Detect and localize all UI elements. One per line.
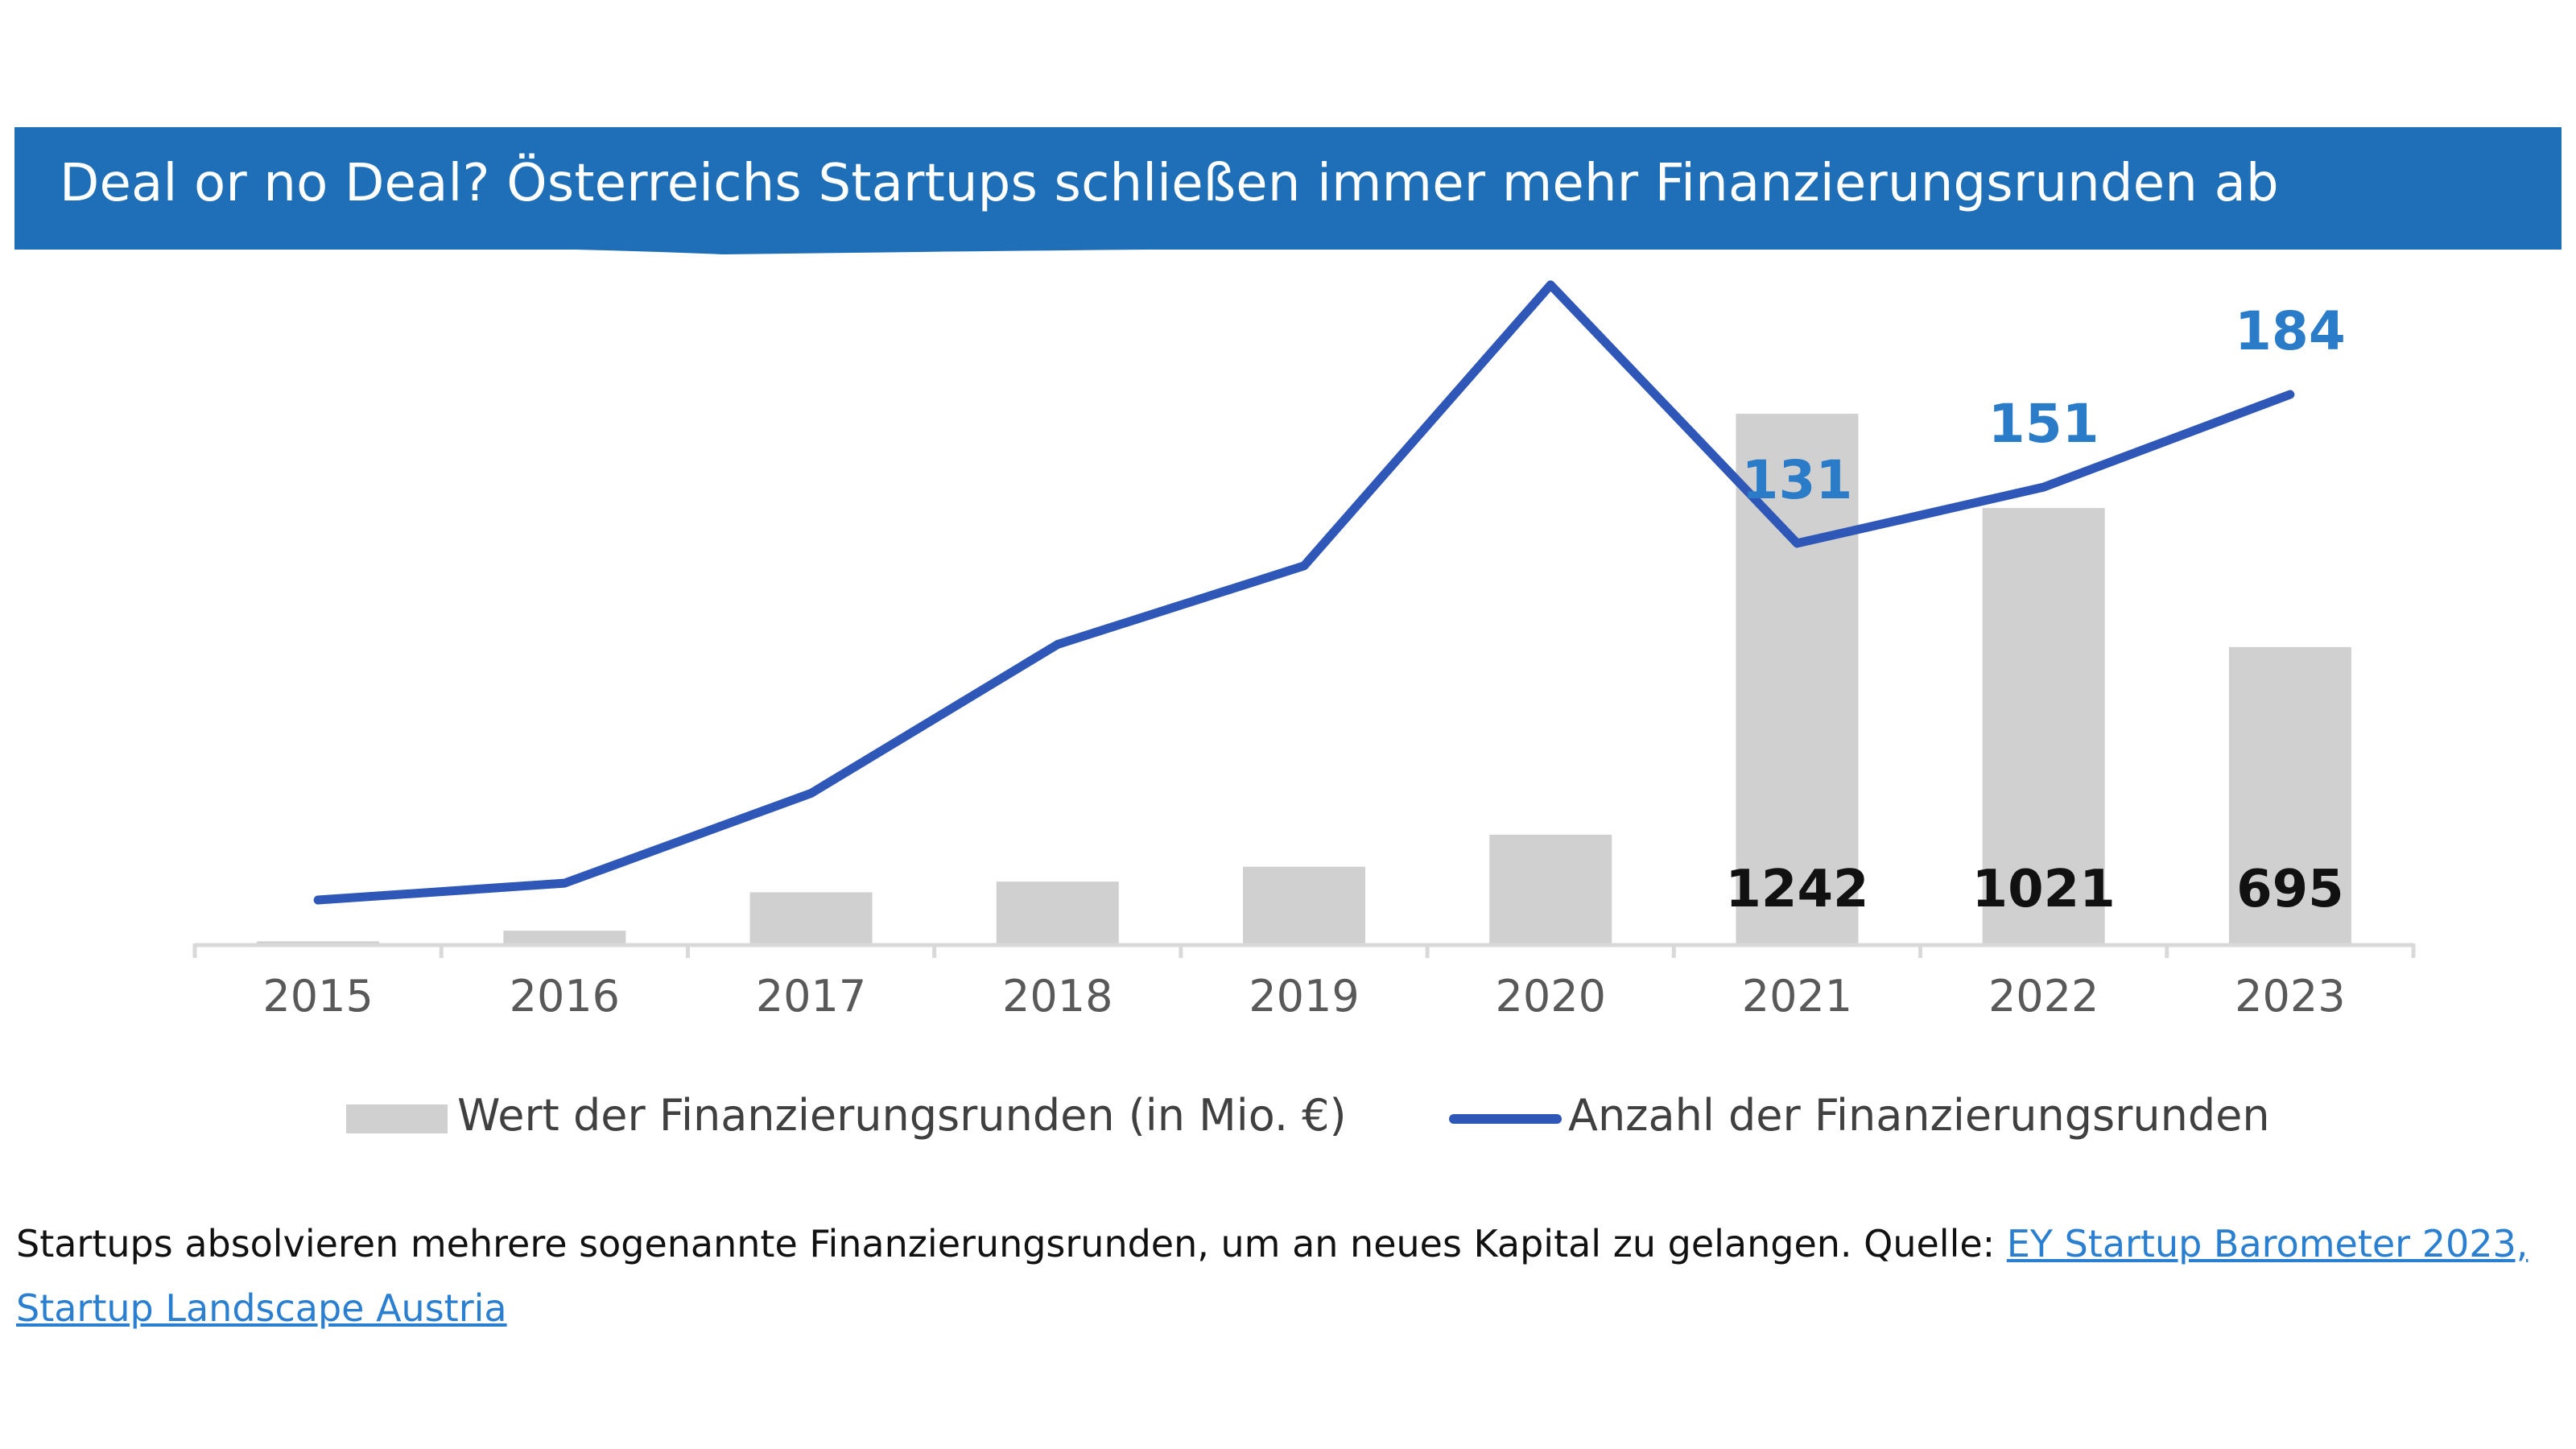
bar-label-2023: 695 [2236,860,2344,919]
bar-2019 [1243,866,1365,943]
legend-bar-label: Wert der Finanzierungsrunden (in Mio. €) [457,1090,1347,1141]
line-label-2021: 131 [1742,449,1853,511]
x-tick-label-2019: 2019 [1249,971,1359,1022]
caption: Startups absolvieren mehrere sogenannte … [16,1212,2560,1340]
line-series [313,280,2295,905]
title-banner [14,127,2562,250]
x-tick-label-2022: 2022 [1988,971,2099,1022]
x-tick-label-2016: 2016 [510,971,620,1022]
source-link-startup-landscape[interactable]: Startup Landscape Austria [16,1286,507,1330]
legend: Wert der Finanzierungsrunden (in Mio. €)… [0,1087,2576,1151]
legend-line-swatch [1449,1114,1562,1124]
bar-2015 [257,941,380,943]
bar-label-2022: 1021 [1972,860,2116,919]
chart-title: Deal or no Deal? Österreichs Startups sc… [60,154,2279,213]
bar-2020 [1489,834,1612,943]
x-tick-label-2015: 2015 [262,971,373,1022]
caption-text: Startups absolvieren mehrere sogenannte … [16,1222,2007,1265]
x-tick-label-2017: 2017 [756,971,866,1022]
bar-2017 [749,892,873,943]
bar-2018 [996,881,1119,943]
x-tick-label-2018: 2018 [1002,971,1113,1022]
x-tick-label-2021: 2021 [1742,971,1852,1022]
bar-2023 [2228,646,2351,943]
line-label-2022: 151 [1988,393,2099,455]
bar-2016 [503,931,626,943]
bar-label-2021: 1242 [1725,860,1868,919]
line-label-2023: 184 [2235,300,2346,362]
source-link-ey-barometer[interactable]: EY Startup Barometer 2023, [2006,1222,2529,1265]
bar-2022 [1982,508,2105,943]
legend-bar-swatch [346,1104,448,1133]
legend-line-label: Anzahl der Finanzierungsrunden [1568,1090,2270,1141]
x-tick-label-2020: 2020 [1496,971,1606,1022]
banner-wave-decoration [14,242,2562,254]
combo-chart: 2015 2016 2017 2018 2019 2020 2021 2022 2023 1242… [192,280,2416,1022]
x-tick-label-2023: 2023 [2235,971,2345,1022]
